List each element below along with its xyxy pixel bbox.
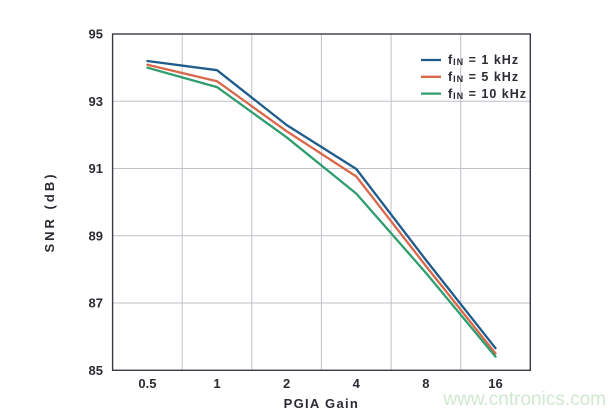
svg-text:0.5: 0.5 [138, 376, 156, 391]
svg-text:87: 87 [89, 296, 103, 311]
svg-text:4: 4 [353, 376, 361, 391]
svg-text:fIN = 10 kHz: fIN = 10 kHz [448, 87, 527, 101]
svg-text:www.cntronics.com: www.cntronics.com [442, 389, 606, 410]
svg-text:93: 93 [89, 94, 103, 109]
svg-text:8: 8 [422, 376, 429, 391]
svg-text:SNR (dB): SNR (dB) [42, 171, 57, 252]
svg-text:95: 95 [89, 27, 103, 42]
svg-text:1: 1 [213, 376, 220, 391]
svg-text:91: 91 [89, 161, 103, 176]
svg-text:fIN = 5 kHz: fIN = 5 kHz [448, 70, 519, 84]
svg-text:85: 85 [89, 363, 103, 378]
svg-text:89: 89 [89, 228, 103, 243]
svg-text:2: 2 [283, 376, 290, 391]
svg-text:PGIA Gain: PGIA Gain [284, 396, 360, 411]
svg-text:fIN = 1 kHz: fIN = 1 kHz [448, 53, 519, 67]
